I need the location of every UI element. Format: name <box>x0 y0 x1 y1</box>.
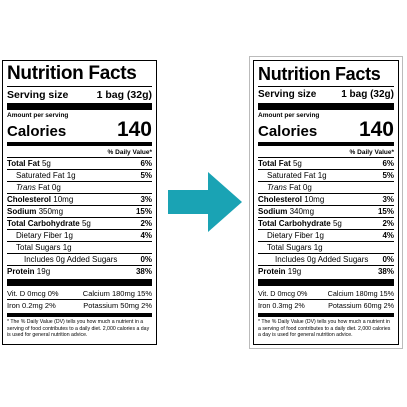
daily-value-header: % Daily Value* <box>349 149 394 156</box>
amount-per-serving: Amount per serving <box>7 112 69 119</box>
calories-row: Calories 140 <box>258 119 394 140</box>
nutrient-row-protein: Protein 19g 38% <box>7 265 152 276</box>
nutrient-row-added-sugars: Includes 0g Added Sugars 0% <box>7 253 152 265</box>
nutrient-row-cholesterol: Cholesterol 10mg 3% <box>7 193 152 204</box>
nutrient-row-saturated-fat: Saturated Fat 1g 5% <box>7 169 152 181</box>
nutrient-row-trans-fat: Trans Fat 0g <box>7 181 152 193</box>
nutrient-row-sodium: Sodium 350mg 15% <box>7 205 152 216</box>
arrow-shape <box>168 172 242 232</box>
serving-size-value: 1 bag (32g) <box>341 89 394 100</box>
calories-value: 140 <box>358 118 394 141</box>
nutrient-row-trans-fat: Trans Fat 0g <box>258 181 394 193</box>
calories-row: Calories 140 <box>7 119 152 140</box>
nutrient-row-dietary-fiber: Dietary Fiber 1g 4% <box>7 229 152 241</box>
arrow-right-icon <box>168 172 242 232</box>
nutrient-row-total-fat: Total Fat 5g 6% <box>7 157 152 168</box>
calories-label: Calories <box>258 123 318 140</box>
calories-value: 140 <box>116 118 152 141</box>
nutrient-row-sodium: Sodium 340mg 15% <box>258 205 394 216</box>
serving-size-row: Serving size 1 bag (32g) <box>7 89 152 101</box>
calories-label: Calories <box>7 123 67 140</box>
mineral-row-1: Vit. D 0mcg 0% Calcium 180mg 15% <box>7 289 152 298</box>
mineral-row-1: Vit. D 0mcg 0% Calcium 180mg 15% <box>258 289 394 298</box>
daily-value-footnote: * The % Daily Value (DV) tells you how m… <box>258 319 391 338</box>
daily-value-footnote: * The % Daily Value (DV) tells you how m… <box>7 319 150 338</box>
nutrient-row-total-fat: Total Fat 5g 6% <box>258 157 394 168</box>
nutrient-row-dietary-fiber: Dietary Fiber 1g 4% <box>258 229 394 241</box>
nutrient-row-added-sugars: Includes 0g Added Sugars 0% <box>258 253 394 265</box>
nutrient-row-cholesterol: Cholesterol 10mg 3% <box>258 193 394 204</box>
nutrition-label-updated: Nutrition Facts Serving size 1 bag (32g)… <box>249 56 403 349</box>
nutrient-row-total-sugars: Total Sugars 1g <box>7 241 152 253</box>
amount-per-serving: Amount per serving <box>258 112 320 119</box>
nutrient-row-saturated-fat: Saturated Fat 1g 5% <box>258 169 394 181</box>
nutrient-row-protein: Protein 19g 38% <box>258 265 394 276</box>
nutrition-facts-title: Nutrition Facts <box>258 64 381 84</box>
mineral-row-2: Iron 0.2mg 2% Potassium 50mg 2% <box>7 299 152 310</box>
serving-size-label: Serving size <box>258 89 317 100</box>
nutrition-label-original: Nutrition Facts Serving size 1 bag (32g)… <box>2 60 157 345</box>
mineral-row-2: Iron 0.3mg 2% Potassium 60mg 2% <box>258 299 394 310</box>
serving-size-label: Serving size <box>7 89 69 101</box>
nutrient-row-total-sugars: Total Sugars 1g <box>258 241 394 253</box>
nutrient-row-total-carbohydrate: Total Carbohydrate 5g 2% <box>7 217 152 228</box>
nutrition-facts-title: Nutrition Facts <box>7 63 137 84</box>
serving-size-row: Serving size 1 bag (32g) <box>258 89 394 101</box>
daily-value-header: % Daily Value* <box>107 149 152 156</box>
serving-size-value: 1 bag (32g) <box>96 89 152 101</box>
nutrient-row-total-carbohydrate: Total Carbohydrate 5g 2% <box>258 217 394 228</box>
